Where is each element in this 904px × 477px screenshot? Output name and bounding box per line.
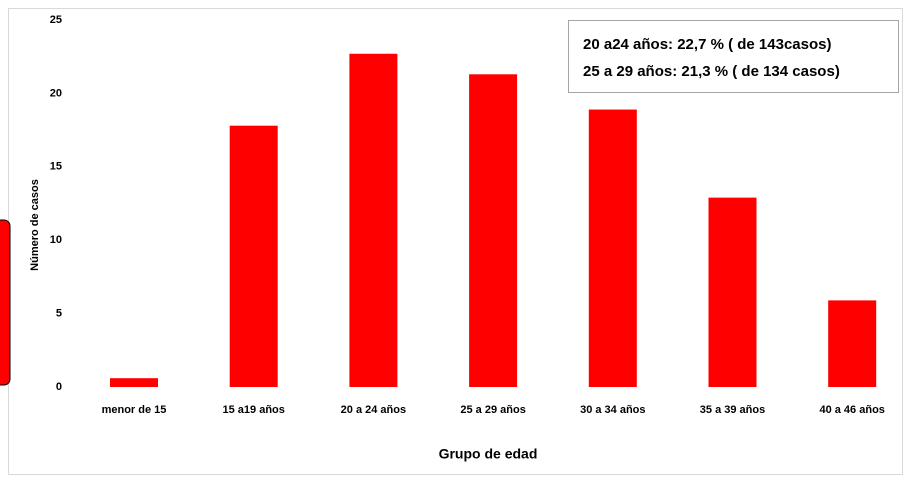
bar: [229, 125, 278, 388]
y-tick-label: 10: [50, 234, 62, 246]
x-tick-label: 40 a 46 años: [819, 404, 884, 416]
x-tick-label: 30 a 34 años: [580, 404, 645, 416]
bar: [708, 197, 757, 387]
annotation: 20 a24 años: 22,7 % ( de 143casos): [583, 36, 831, 53]
y-tick-label: 15: [50, 161, 62, 173]
x-axis-label: Grupo de edad: [439, 446, 538, 462]
x-tick-label: 20 a 24 años: [341, 404, 406, 416]
y-axis-label: Número de casos: [29, 179, 41, 271]
y-tick-label: 20: [50, 87, 62, 99]
y-tick-label: 5: [56, 308, 62, 320]
x-tick-label: 35 a 39 años: [700, 404, 765, 416]
y-tick-label: 0: [56, 381, 62, 393]
bar: [110, 378, 158, 387]
y-tick-label: 25: [50, 14, 62, 26]
bar: [349, 53, 398, 387]
annotation: 25 a 29 años: 21,3 % ( de 134 casos): [583, 63, 840, 80]
x-tick-label: 25 a 29 años: [460, 404, 525, 416]
x-tick-label: menor de 15: [102, 404, 167, 416]
bar: [469, 74, 518, 387]
annotation-box: [568, 20, 899, 93]
x-tick-label: 15 a19 años: [223, 404, 285, 416]
bar: [588, 109, 637, 387]
side-shape: [0, 219, 11, 386]
bar: [828, 300, 877, 387]
